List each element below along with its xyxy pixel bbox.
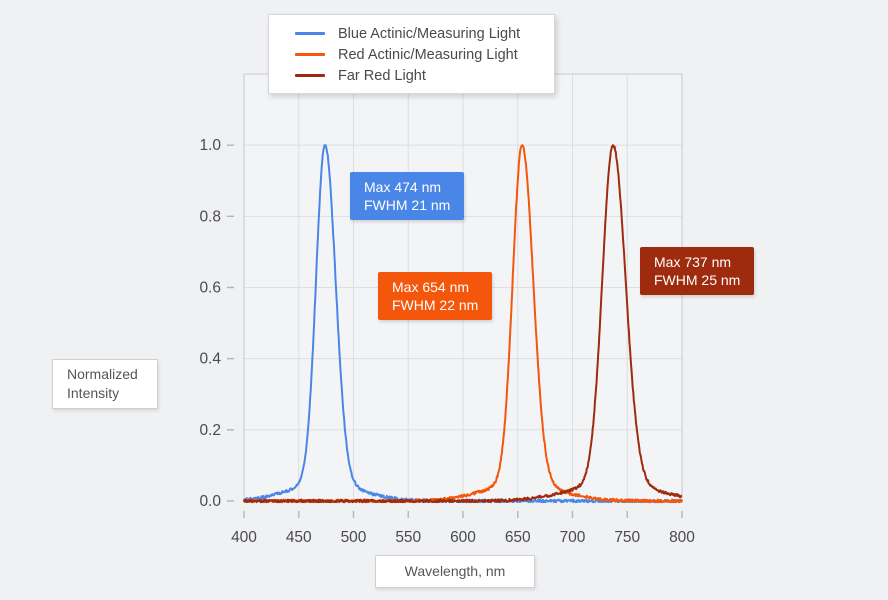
annotation-fwhm: FWHM 25 nm [654, 272, 741, 288]
y-tick-label: 0.8 [199, 208, 221, 225]
legend-label: Red Actinic/Measuring Light [338, 46, 518, 63]
y-tick-label: 0.6 [199, 280, 221, 297]
legend-swatch-farred [295, 74, 325, 77]
legend-label: Blue Actinic/Measuring Light [338, 25, 521, 42]
annotation-farred-peak: Max 737 nm FWHM 25 nm [640, 247, 755, 295]
legend-label: Far Red Light [338, 67, 426, 84]
x-axis-label-box: Wavelength, nm [375, 555, 535, 588]
x-tick-label: 600 [450, 529, 476, 546]
chart-legend: Blue Actinic/Measuring Light Red Actinic… [268, 14, 555, 94]
annotation-max: Max 737 nm [654, 254, 732, 270]
y-tick-label: 0.0 [199, 493, 221, 510]
legend-item-farred: Far Red Light [269, 65, 554, 86]
x-tick-label: 650 [505, 529, 531, 546]
annotation-fwhm: FWHM 21 nm [364, 197, 451, 213]
x-tick-label: 400 [231, 529, 257, 546]
annotation-fwhm: FWHM 22 nm [392, 297, 479, 313]
legend-item-red: Red Actinic/Measuring Light [269, 44, 554, 65]
x-tick-label: 700 [560, 529, 586, 546]
series-curve-2 [243, 144, 683, 504]
x-tick-label: 550 [395, 529, 421, 546]
annotation-max: Max 654 nm [392, 279, 470, 295]
y-tick-label: 0.2 [199, 422, 221, 439]
x-axis-label: Wavelength, nm [404, 563, 506, 579]
y-tick-label: 1.0 [199, 137, 221, 154]
legend-swatch-red [295, 53, 325, 56]
x-tick-label: 450 [286, 529, 312, 546]
legend-swatch-blue [295, 32, 325, 35]
x-tick-label: 800 [669, 529, 695, 546]
y-axis-label-line2: Intensity [67, 385, 120, 401]
annotation-max: Max 474 nm [364, 179, 442, 195]
x-tick-label: 500 [341, 529, 367, 546]
y-axis-label-line1: Normalized [67, 366, 138, 382]
x-tick-label: 750 [614, 529, 640, 546]
annotation-red-peak: Max 654 nm FWHM 22 nm [378, 272, 493, 320]
annotation-blue-peak: Max 474 nm FWHM 21 nm [350, 172, 465, 220]
y-tick-label: 0.4 [199, 351, 221, 368]
y-axis-label-box: Normalized Intensity [52, 359, 158, 409]
legend-item-blue: Blue Actinic/Measuring Light [269, 23, 554, 44]
